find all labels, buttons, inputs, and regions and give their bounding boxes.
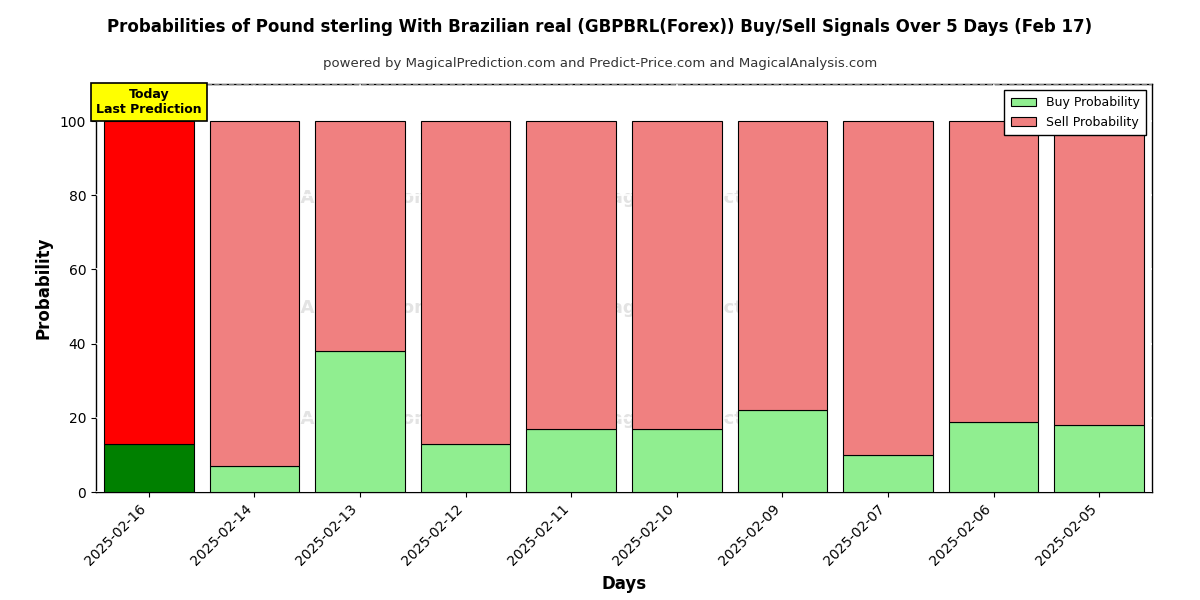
Text: MagicalPrediction.com: MagicalPrediction.com: [594, 189, 823, 207]
Bar: [738, 121, 827, 410]
Bar: [527, 121, 616, 429]
Bar: [210, 121, 299, 466]
Bar: [210, 466, 299, 492]
Bar: [527, 429, 616, 492]
Text: MagicalAnalysis.com: MagicalAnalysis.com: [223, 189, 433, 207]
Bar: [632, 429, 721, 492]
X-axis label: Days: Days: [601, 575, 647, 593]
Text: MagicalAnalysis.com: MagicalAnalysis.com: [223, 299, 433, 317]
Bar: [844, 455, 932, 492]
Legend: Buy Probability, Sell Probability: Buy Probability, Sell Probability: [1004, 90, 1146, 135]
Text: MagicalAnalysis.com: MagicalAnalysis.com: [223, 410, 433, 428]
Bar: [316, 351, 404, 492]
Bar: [316, 121, 404, 351]
Text: powered by MagicalPrediction.com and Predict-Price.com and MagicalAnalysis.com: powered by MagicalPrediction.com and Pre…: [323, 57, 877, 70]
Bar: [421, 444, 510, 492]
Bar: [632, 121, 721, 429]
Text: Probabilities of Pound sterling With Brazilian real (GBPBRL(Forex)) Buy/Sell Sig: Probabilities of Pound sterling With Bra…: [108, 18, 1092, 36]
Bar: [844, 121, 932, 455]
Bar: [949, 422, 1038, 492]
Bar: [949, 121, 1038, 422]
Bar: [1055, 425, 1144, 492]
Bar: [104, 121, 193, 444]
Text: MagicalPrediction.com: MagicalPrediction.com: [594, 410, 823, 428]
Bar: [104, 444, 193, 492]
Bar: [1055, 121, 1144, 425]
Text: Today
Last Prediction: Today Last Prediction: [96, 88, 202, 116]
Bar: [421, 121, 510, 444]
Y-axis label: Probability: Probability: [35, 237, 53, 339]
Text: MagicalPrediction.com: MagicalPrediction.com: [594, 299, 823, 317]
Bar: [738, 410, 827, 492]
